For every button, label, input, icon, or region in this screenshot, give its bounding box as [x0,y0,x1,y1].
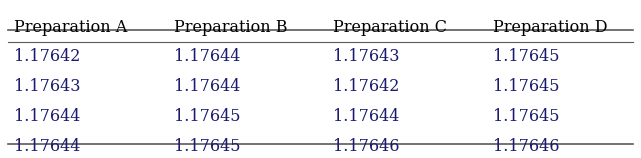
Text: 1.17646: 1.17646 [333,138,399,155]
Text: 1.17644: 1.17644 [174,48,240,65]
Text: 1.17644: 1.17644 [14,138,81,155]
Text: 1.17643: 1.17643 [333,48,399,65]
Text: 1.17645: 1.17645 [493,108,559,125]
Text: 1.17644: 1.17644 [174,78,240,95]
Text: 1.17645: 1.17645 [493,78,559,95]
Text: 1.17642: 1.17642 [14,48,81,65]
Text: Preparation D: Preparation D [493,19,607,36]
Text: 1.17644: 1.17644 [333,108,399,125]
Text: Preparation C: Preparation C [333,19,447,36]
Text: 1.17645: 1.17645 [174,108,240,125]
Text: 1.17646: 1.17646 [493,138,559,155]
Text: 1.17643: 1.17643 [14,78,81,95]
Text: 1.17645: 1.17645 [493,48,559,65]
Text: 1.17642: 1.17642 [333,78,399,95]
Text: Preparation A: Preparation A [14,19,128,36]
Text: 1.17644: 1.17644 [14,108,81,125]
Text: 1.17645: 1.17645 [174,138,240,155]
Text: Preparation B: Preparation B [174,19,287,36]
